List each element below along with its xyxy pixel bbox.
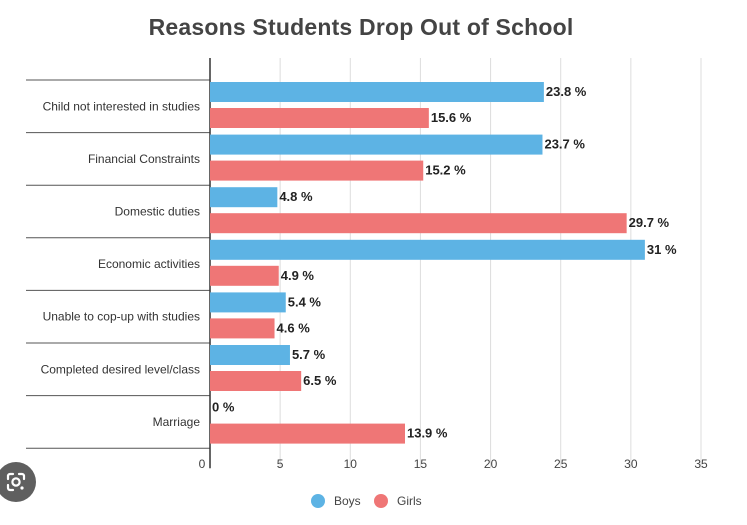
data-label: 13.9 % (407, 426, 448, 441)
x-tick-label: 30 (624, 457, 638, 471)
bar-girls (210, 265, 279, 286)
data-label: 4.8 % (279, 189, 313, 204)
legend-marker-boys (311, 494, 325, 508)
bars: 23.8 % 23.7 % 4.8 % 31 % 5.4 % 5.7 % 0 % 15.6 %… (210, 82, 677, 444)
legend-marker-girls (374, 494, 388, 508)
x-tick-label: 5 (277, 457, 284, 471)
data-label: 6.5 % (303, 373, 337, 388)
category-label: Economic activities (98, 257, 200, 271)
data-label: 31 % (647, 242, 677, 257)
x-tick-label: 35 (694, 457, 708, 471)
google-lens-button[interactable] (0, 462, 36, 502)
data-label: 15.6 % (431, 110, 472, 125)
bar-girls (210, 318, 275, 339)
data-label: 4.9 % (281, 268, 315, 283)
data-label: 5.7 % (292, 347, 326, 362)
category-label: Marriage (153, 415, 201, 429)
data-label: 23.7 % (544, 137, 585, 152)
category-label: Domestic duties (115, 205, 200, 219)
x-tick-label: 20 (484, 457, 498, 471)
google-lens-icon (6, 472, 26, 492)
bar-boys (210, 345, 290, 365)
bar-boys (210, 292, 286, 313)
data-label: 4.6 % (277, 320, 311, 335)
legend: Boys Girls (311, 494, 422, 508)
data-label: 0 % (212, 400, 235, 415)
chart-title: Reasons Students Drop Out of School (148, 14, 574, 40)
x-tick-label: 0 (199, 457, 206, 471)
category-label: Completed desired level/class (41, 362, 200, 376)
bar-girls (210, 108, 429, 128)
x-tick-label: 10 (344, 457, 358, 471)
x-tick-label: 15 (414, 457, 428, 471)
bar-girls (210, 213, 627, 234)
bar-boys (210, 187, 278, 208)
legend-label-girls: Girls (397, 494, 422, 508)
data-label: 5.4 % (288, 294, 322, 309)
legend-label-boys: Boys (334, 494, 361, 508)
bar-girls (210, 371, 302, 391)
bar-girls (210, 423, 405, 444)
category-label: Financial Constraints (88, 152, 200, 166)
bar-boys (210, 239, 645, 260)
data-label: 29.7 % (629, 215, 670, 230)
x-tick-label: 25 (554, 457, 568, 471)
category-label: Unable to cop-up with studies (43, 310, 200, 324)
category-rows: Child not interested in studies Financial… (26, 58, 211, 469)
x-axis-ticks: 0 5 10 15 20 25 30 35 (199, 457, 708, 471)
bar-girls (210, 160, 424, 181)
bar-boys (210, 82, 544, 102)
category-label: Child not interested in studies (43, 99, 200, 113)
data-label: 23.8 % (546, 84, 587, 99)
bar-boys (210, 134, 543, 155)
data-label: 15.2 % (425, 163, 466, 178)
